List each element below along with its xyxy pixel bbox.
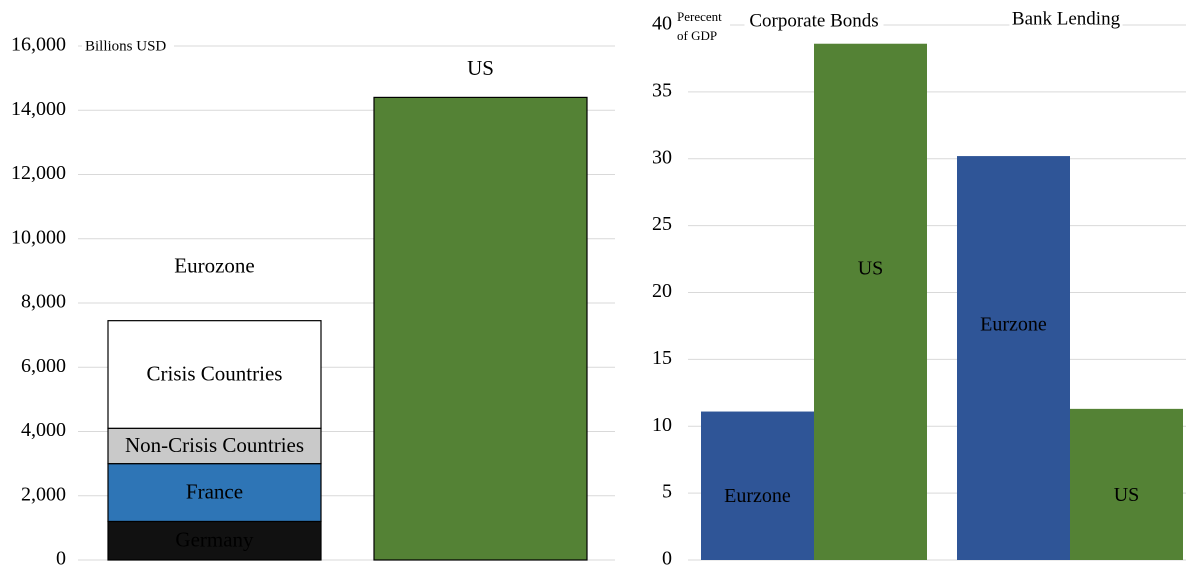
left-y-tick-label: 4,000 (21, 419, 66, 441)
left-y-tick-label: 16,000 (11, 34, 66, 56)
grouped-bar-label: Eurzone (724, 485, 791, 507)
eurozone-segment-label: Non-Crisis Countries (125, 433, 304, 457)
right-y-tick-label: 15 (652, 347, 672, 369)
right-y-tick-label: 10 (652, 414, 672, 436)
grouped-bar-label: Eurzone (980, 314, 1047, 336)
eurozone-bar-label: Eurozone (174, 253, 254, 277)
right-unit-label-bg (675, 9, 730, 51)
left-unit-label: Billions USD (85, 38, 166, 54)
category-label: Corporate Bonds (749, 10, 878, 31)
eurozone-segment-label: Germany (175, 528, 254, 552)
left-y-tick-label: 6,000 (21, 355, 66, 377)
grouped-bar-label: US (858, 257, 884, 279)
eurozone-bar-segment-france (107, 463, 322, 523)
eurozone-bar-segment-crisis-countries (107, 320, 322, 429)
right-y-tick-label: 35 (652, 79, 672, 101)
category-label-bg (1009, 10, 1123, 32)
us-bar-label: US (467, 56, 494, 80)
left-y-tick-label: 0 (56, 548, 66, 570)
right-unit-label-line: Perecent (677, 9, 722, 24)
right-y-tick-label: 30 (652, 146, 672, 168)
grouped-bar-corporate-bonds-eurzone (701, 411, 814, 560)
eurozone-bar-segment-germany (107, 520, 322, 561)
eurozone-segment-label: Crisis Countries (147, 361, 283, 385)
left-y-tick-label: 8,000 (21, 291, 66, 313)
category-label-bg (744, 10, 884, 32)
left-y-tick-label: 10,000 (11, 226, 66, 248)
right-y-tick-label: 25 (652, 213, 672, 235)
us-bar (373, 96, 588, 561)
right-y-tick-label: 0 (662, 548, 672, 570)
left-unit-label-bg (82, 37, 174, 55)
category-label: Bank Lending (1012, 8, 1121, 29)
left-y-tick-label: 2,000 (21, 483, 66, 505)
grouped-bar-bank-lending-us (1070, 408, 1183, 560)
left-y-tick-label: 14,000 (11, 98, 66, 120)
right-y-tick-label: 20 (652, 280, 672, 302)
right-unit-label-line: of GDP (677, 28, 717, 43)
eurozone-bar-segment-non-crisis-countries (107, 427, 322, 465)
grouped-bar-corporate-bonds-us (814, 43, 927, 561)
right-y-tick-label: 40 (652, 13, 672, 35)
grouped-bar-bank-lending-eurzone (957, 156, 1070, 560)
left-y-tick-label: 12,000 (11, 162, 66, 184)
grouped-bar-label: US (1114, 484, 1140, 506)
eurozone-segment-label: France (186, 479, 243, 503)
right-y-tick-label: 5 (662, 481, 672, 503)
